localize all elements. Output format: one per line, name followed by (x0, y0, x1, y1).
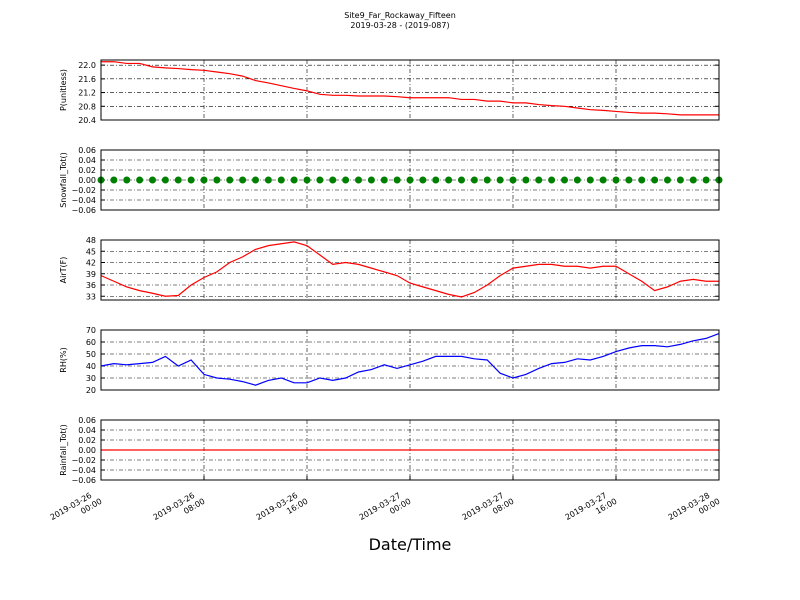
marker (651, 176, 659, 184)
marker (509, 176, 517, 184)
marker (316, 176, 324, 184)
marker (277, 176, 285, 184)
marker (290, 176, 298, 184)
y-tick-label: 48 (86, 236, 96, 245)
marker (123, 176, 131, 184)
marker (213, 176, 221, 184)
y-axis-label: RH(%) (59, 347, 68, 372)
y-tick-label: −0.02 (71, 456, 96, 465)
marker (702, 176, 710, 184)
marker (638, 176, 646, 184)
y-tick-label: 42 (86, 259, 96, 268)
y-tick-label: 21.2 (78, 89, 96, 98)
y-tick-label: 0.06 (78, 146, 96, 155)
marker (264, 176, 272, 184)
plot-frame (100, 59, 720, 121)
marker (573, 176, 581, 184)
chart-title: Site9_Far_Rockaway_Fifteen (344, 11, 456, 20)
marker (393, 176, 401, 184)
x-axis-label: Date/Time (369, 535, 452, 554)
marker (303, 176, 311, 184)
y-tick-label: 0.04 (78, 426, 96, 435)
marker (586, 176, 594, 184)
plot-frame (100, 149, 720, 211)
marker (664, 176, 671, 184)
data-line (100, 241, 719, 298)
marker (380, 176, 388, 184)
marker (445, 176, 453, 184)
marker (625, 176, 633, 184)
marker (174, 176, 182, 184)
marker (419, 176, 427, 184)
data-line (100, 333, 720, 386)
marker (252, 176, 259, 184)
marker (187, 176, 195, 184)
y-tick-label: 22.0 (78, 61, 96, 70)
y-tick-label: 0.04 (78, 156, 96, 165)
y-tick-label: 20.4 (78, 116, 96, 125)
y-tick-label: −0.04 (71, 196, 96, 205)
y-tick-label: −0.04 (71, 466, 96, 475)
marker (548, 176, 556, 184)
y-tick-label: 70 (86, 326, 96, 335)
chart-subtitle: 2019-03-28 - (2019-087) (350, 21, 449, 30)
marker (522, 176, 530, 184)
data-line (101, 61, 719, 116)
marker (136, 176, 144, 184)
y-tick-label: 45 (86, 247, 96, 256)
y-tick-label: 0.02 (78, 436, 96, 445)
marker (329, 176, 337, 184)
y-tick-label: 0.00 (78, 446, 96, 455)
y-tick-label: 0.06 (78, 416, 96, 425)
y-tick-label: 60 (86, 338, 96, 347)
y-tick-label: −0.02 (71, 186, 96, 195)
marker (458, 176, 465, 184)
y-axis-label: Rainfall_Tot() (59, 424, 68, 476)
y-tick-label: 50 (86, 350, 96, 359)
marker (239, 176, 247, 184)
marker (599, 176, 607, 184)
y-axis-label: Snowfall_Tot() (59, 152, 68, 208)
marker (689, 176, 697, 184)
marker (200, 176, 208, 184)
marker (676, 176, 684, 184)
y-tick-label: 20.8 (78, 102, 96, 111)
marker (483, 176, 491, 184)
plot-frame (100, 329, 720, 391)
y-tick-label: 21.6 (78, 75, 96, 84)
marker (496, 176, 504, 184)
y-tick-label: 39 (86, 270, 96, 279)
y-tick-label: −0.06 (71, 206, 96, 215)
plot-frame (100, 239, 720, 301)
marker (367, 176, 375, 184)
marker (149, 176, 156, 184)
y-tick-label: 30 (86, 374, 96, 383)
marker (535, 176, 543, 184)
marker (161, 176, 169, 184)
marker (432, 176, 440, 184)
marker (561, 176, 568, 184)
marker (342, 176, 350, 184)
marker (355, 176, 362, 184)
y-tick-label: 36 (86, 281, 96, 290)
y-tick-label: −0.06 (71, 476, 96, 485)
marker (406, 176, 414, 184)
y-axis-label: P(unitless) (59, 69, 68, 111)
y-tick-label: 0.00 (78, 176, 96, 185)
y-tick-label: 0.02 (78, 166, 96, 175)
marker (226, 176, 234, 184)
y-tick-label: 40 (86, 362, 96, 371)
y-tick-label: 20 (86, 386, 96, 395)
marker (612, 176, 620, 184)
marker (470, 176, 478, 184)
y-tick-label: 33 (86, 292, 96, 301)
marker (110, 176, 118, 184)
y-axis-label: AirT(F) (59, 257, 68, 284)
